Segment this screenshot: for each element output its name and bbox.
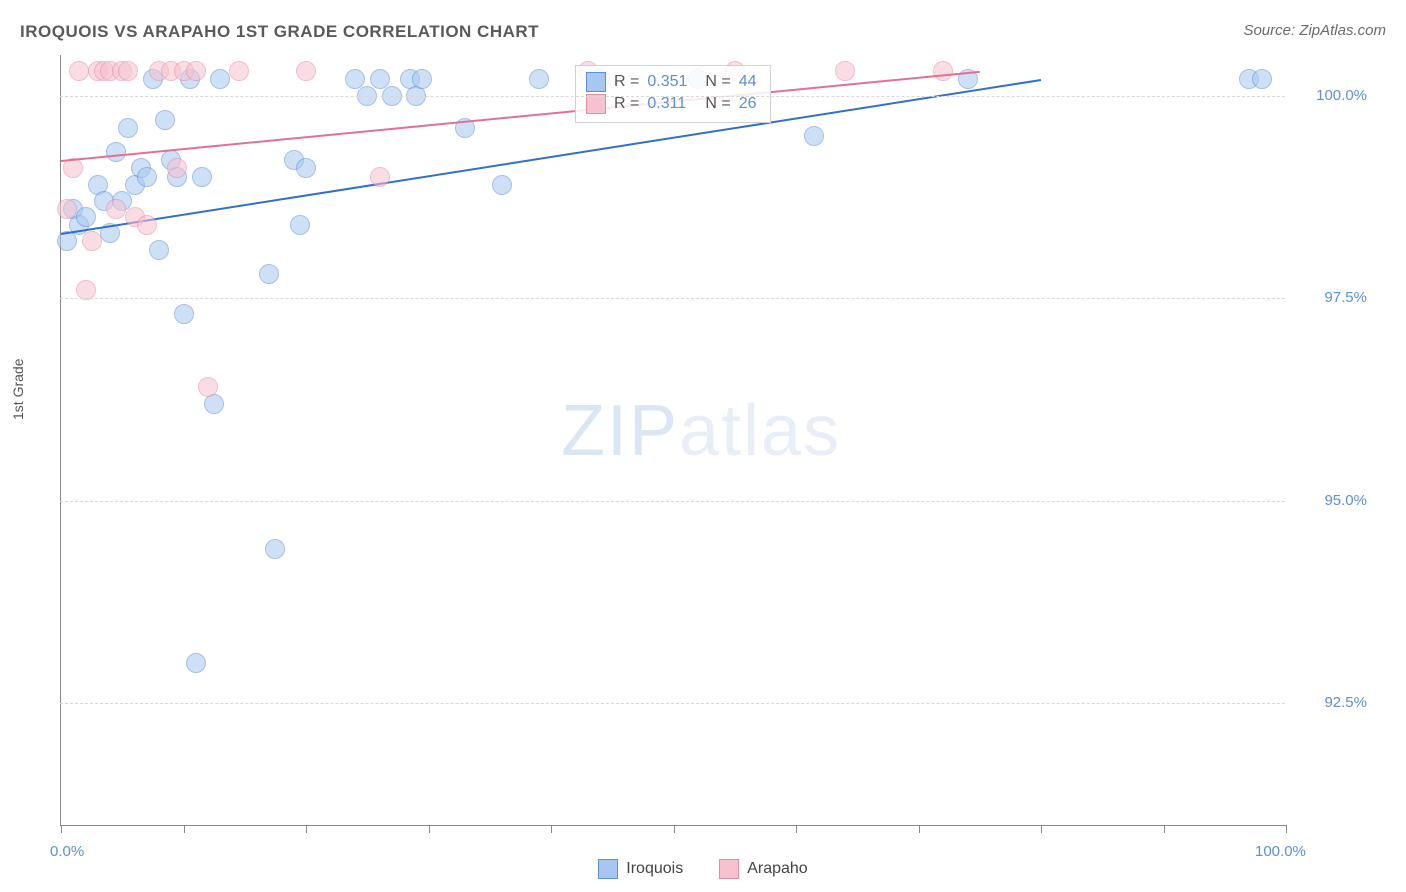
scatter-point (933, 61, 953, 81)
chart-title: IROQUOIS VS ARAPAHO 1ST GRADE CORRELATIO… (20, 22, 539, 42)
legend-item: Iroquois (598, 859, 683, 879)
scatter-point (69, 61, 89, 81)
scatter-point (174, 304, 194, 324)
scatter-point (529, 69, 549, 89)
x-tick (674, 825, 675, 833)
scatter-point (265, 539, 285, 559)
stats-row: R = 0.351 N = 44 (586, 72, 756, 92)
scatter-point (57, 199, 77, 219)
scatter-point (149, 240, 169, 260)
scatter-point (186, 61, 206, 81)
scatter-point (412, 69, 432, 89)
n-label: N = (705, 73, 730, 91)
scatter-point (118, 118, 138, 138)
legend-swatch (598, 859, 618, 879)
scatter-point (76, 280, 96, 300)
r-label: R = (614, 95, 639, 113)
x-tick (1164, 825, 1165, 833)
scatter-point (186, 653, 206, 673)
x-tick (429, 825, 430, 833)
chart-plot-area: ZIPatlas (60, 55, 1286, 826)
trend-line (61, 79, 1041, 235)
legend-swatch (719, 859, 739, 879)
y-tick-label: 95.0% (1297, 492, 1367, 509)
watermark: ZIPatlas (561, 390, 841, 472)
r-label: R = (614, 73, 639, 91)
y-axis-label: 1st Grade (10, 359, 26, 420)
scatter-point (198, 377, 218, 397)
watermark-atlas: atlas (679, 391, 841, 471)
r-value: 0.311 (647, 95, 697, 113)
scatter-point (137, 167, 157, 187)
gridline (60, 298, 1285, 299)
x-tick (919, 825, 920, 833)
gridline (60, 703, 1285, 704)
x-tick-label: 0.0% (50, 843, 84, 860)
x-tick (184, 825, 185, 833)
scatter-point (192, 167, 212, 187)
y-tick-label: 100.0% (1297, 87, 1367, 104)
gridline (60, 96, 1285, 97)
gridline (60, 501, 1285, 502)
scatter-point (229, 61, 249, 81)
x-tick (61, 825, 62, 833)
scatter-point (804, 126, 824, 146)
scatter-point (835, 61, 855, 81)
y-tick-label: 97.5% (1297, 289, 1367, 306)
scatter-point (296, 158, 316, 178)
scatter-point (492, 175, 512, 195)
n-label: N = (705, 95, 730, 113)
x-tick (551, 825, 552, 833)
n-value: 44 (739, 73, 757, 91)
trend-line (61, 71, 980, 162)
scatter-point (296, 61, 316, 81)
series-swatch (586, 94, 606, 114)
x-tick (1041, 825, 1042, 833)
stats-row: R = 0.311 N = 26 (586, 94, 756, 114)
scatter-point (290, 215, 310, 235)
scatter-point (106, 199, 126, 219)
correlation-stats-box: R = 0.351 N = 44 R = 0.311 N = 26 (575, 65, 771, 123)
legend: Iroquois Arapaho (0, 859, 1406, 884)
scatter-point (1252, 69, 1272, 89)
legend-label: Arapaho (747, 860, 808, 878)
x-tick-label: 100.0% (1255, 843, 1306, 860)
scatter-point (210, 69, 230, 89)
legend-label: Iroquois (626, 860, 683, 878)
scatter-point (370, 167, 390, 187)
scatter-point (76, 207, 96, 227)
source-label: Source: ZipAtlas.com (1243, 22, 1386, 39)
scatter-point (106, 142, 126, 162)
x-tick (1286, 825, 1287, 833)
x-tick (306, 825, 307, 833)
x-tick (796, 825, 797, 833)
scatter-point (118, 61, 138, 81)
y-tick-label: 92.5% (1297, 694, 1367, 711)
series-swatch (586, 72, 606, 92)
scatter-point (259, 264, 279, 284)
scatter-point (155, 110, 175, 130)
r-value: 0.351 (647, 73, 697, 91)
watermark-zip: ZIP (561, 391, 679, 471)
n-value: 26 (739, 95, 757, 113)
scatter-point (82, 231, 102, 251)
scatter-point (137, 215, 157, 235)
legend-item: Arapaho (719, 859, 808, 879)
scatter-point (167, 158, 187, 178)
